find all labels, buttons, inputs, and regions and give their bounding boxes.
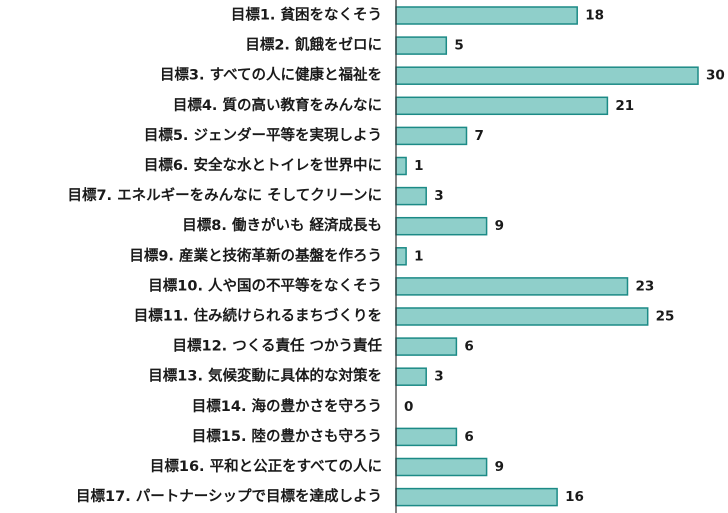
value-label-goal-3: 30 [706,68,725,84]
bar-goal-17 [395,487,558,507]
bar-goal-8 [395,216,488,236]
bar-goal-1 [395,6,578,25]
category-label-goal-15: 目標15. 陸の豊かさも守ろう [192,427,382,445]
category-label-goal-6: 目標6. 安全な水とトイレを世界中に [144,156,382,174]
bar-goal-9 [395,247,407,266]
value-label-goal-4: 21 [615,98,634,114]
category-label-goal-12: 目標12. つくる責任 つかう責任 [173,337,383,355]
value-label-goal-12: 6 [464,339,473,355]
bar-goal-3 [395,66,699,85]
category-label-goal-14: 目標14. 海の豊かさを守ろう [192,397,382,415]
value-label-goal-6: 1 [414,158,423,174]
value-label-goal-8: 9 [495,218,504,234]
category-label-goal-7: 目標7. エネルギーをみんなに そしてクリーンに [67,186,382,204]
bar-goal-2 [395,36,448,55]
bar-goal-16 [395,457,488,477]
category-label-goal-3: 目標3. すべての人に健康と福祉を [160,66,382,84]
value-label-goal-5: 7 [474,128,483,144]
value-label-goal-14: 0 [404,399,413,415]
bar-goal-7 [395,186,427,206]
value-label-goal-11: 25 [656,309,675,325]
bar-goal-15 [395,427,458,447]
value-label-goal-7: 3 [434,188,443,204]
bar-goal-4 [395,96,609,116]
bar-goal-13 [395,367,427,386]
bar-goal-6 [395,156,407,176]
value-label-goal-13: 3 [434,369,443,385]
category-label-goal-13: 目標13. 気候変動に具体的な対策を [148,367,382,385]
category-label-goal-4: 目標4. 質の高い教育をみんなに [173,96,382,114]
category-label-goal-8: 目標8. 働きがいも 経済成長も [182,216,382,234]
category-label-goal-16: 目標16. 平和と公正をすべての人に [150,457,382,475]
value-label-goal-16: 9 [495,459,504,475]
category-label-goal-11: 目標11. 住み続けられるまちづくりを [134,307,382,325]
category-label-goal-10: 目標10. 人や国の不平等をなくそう [148,276,382,294]
bar-goal-12 [395,337,458,356]
category-label-goal-9: 目標9. 産業と技術革新の基盤を作ろう [129,246,382,264]
category-label-goal-2: 目標2. 飢餓をゼロに [245,36,382,54]
value-label-goal-17: 16 [565,489,584,505]
value-label-goal-9: 1 [414,248,423,264]
category-label-goal-5: 目標5. ジェンダー平等を実現しよう [144,126,382,144]
category-label-goal-1: 目標1. 貧困をなくそう [231,6,382,24]
value-label-goal-2: 5 [454,38,463,54]
bar-goal-10 [395,277,629,296]
bars-layer [395,6,699,507]
value-label-goal-15: 6 [464,429,473,445]
bar-goal-5 [395,126,468,146]
category-label-goal-17: 目標17. パートナーシップで目標を達成しよう [76,487,382,505]
value-label-goal-10: 23 [636,278,655,294]
value-label-goal-1: 18 [585,8,604,24]
bar-goal-11 [395,307,649,326]
